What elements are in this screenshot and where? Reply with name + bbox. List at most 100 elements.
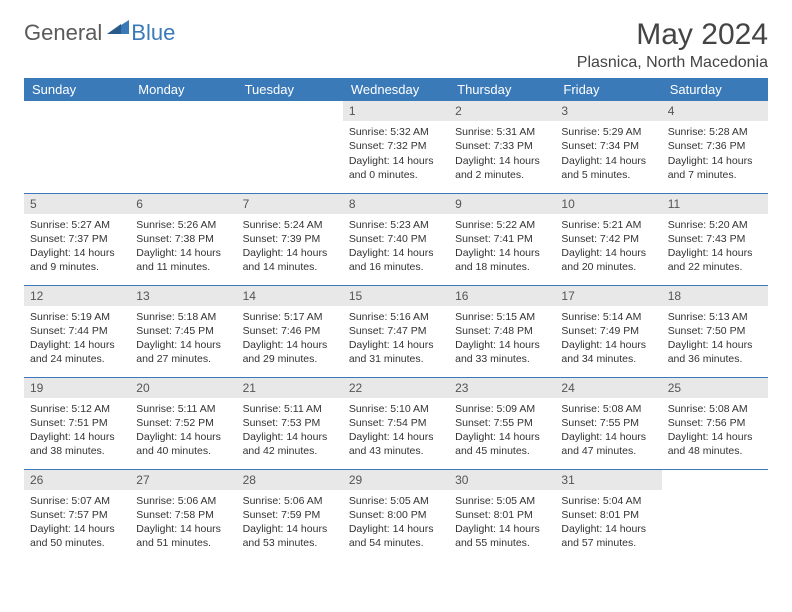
calendar-day-cell: 28Sunrise: 5:06 AMSunset: 7:59 PMDayligh… — [237, 469, 343, 561]
daylight-line1: Daylight: 14 hours — [136, 338, 230, 352]
sunrise-line: Sunrise: 5:06 AM — [243, 494, 337, 508]
calendar-day-cell: 11Sunrise: 5:20 AMSunset: 7:43 PMDayligh… — [662, 193, 768, 285]
calendar-day-cell: 27Sunrise: 5:06 AMSunset: 7:58 PMDayligh… — [130, 469, 236, 561]
daylight-line2: and 22 minutes. — [668, 260, 762, 274]
sunrise-line: Sunrise: 5:09 AM — [455, 402, 549, 416]
sunrise-line: Sunrise: 5:20 AM — [668, 218, 762, 232]
daylight-line2: and 34 minutes. — [561, 352, 655, 366]
weekday-header: Thursday — [449, 78, 555, 101]
sunset-line: Sunset: 7:55 PM — [561, 416, 655, 430]
sunset-line: Sunset: 7:57 PM — [30, 508, 124, 522]
daylight-line2: and 42 minutes. — [243, 444, 337, 458]
calendar-day-cell: 24Sunrise: 5:08 AMSunset: 7:55 PMDayligh… — [555, 377, 661, 469]
daylight-line2: and 54 minutes. — [349, 536, 443, 550]
day-number: 26 — [24, 470, 130, 490]
daylight-line2: and 50 minutes. — [30, 536, 124, 550]
sunset-line: Sunset: 7:41 PM — [455, 232, 549, 246]
calendar-day-cell: 26Sunrise: 5:07 AMSunset: 7:57 PMDayligh… — [24, 469, 130, 561]
day-number: 14 — [237, 286, 343, 306]
sunset-line: Sunset: 7:58 PM — [136, 508, 230, 522]
day-number: 6 — [130, 194, 236, 214]
calendar-day-cell: 12Sunrise: 5:19 AMSunset: 7:44 PMDayligh… — [24, 285, 130, 377]
daylight-line1: Daylight: 14 hours — [561, 522, 655, 536]
daylight-line1: Daylight: 14 hours — [349, 246, 443, 260]
daylight-line1: Daylight: 14 hours — [136, 522, 230, 536]
day-number: 18 — [662, 286, 768, 306]
sunrise-line: Sunrise: 5:17 AM — [243, 310, 337, 324]
daylight-line1: Daylight: 14 hours — [455, 246, 549, 260]
calendar-day-cell: 18Sunrise: 5:13 AMSunset: 7:50 PMDayligh… — [662, 285, 768, 377]
daylight-line2: and 47 minutes. — [561, 444, 655, 458]
daylight-line2: and 57 minutes. — [561, 536, 655, 550]
sunrise-line: Sunrise: 5:08 AM — [668, 402, 762, 416]
day-number: 19 — [24, 378, 130, 398]
sunset-line: Sunset: 7:55 PM — [455, 416, 549, 430]
sunset-line: Sunset: 7:38 PM — [136, 232, 230, 246]
daylight-line1: Daylight: 14 hours — [243, 246, 337, 260]
logo-text-blue: Blue — [131, 20, 175, 46]
sunset-line: Sunset: 7:47 PM — [349, 324, 443, 338]
daylight-line2: and 14 minutes. — [243, 260, 337, 274]
day-number: 30 — [449, 470, 555, 490]
daylight-line1: Daylight: 14 hours — [561, 154, 655, 168]
calendar-week-row: 26 Sunrise: 5:07 AMSunset: 7:57 PM Dayligh… — [24, 469, 768, 561]
sunset-line: Sunset: 7:40 PM — [349, 232, 443, 246]
weekday-header: Wednesday — [343, 78, 449, 101]
sunset-line: Sunset: 7:45 PM — [136, 324, 230, 338]
day-number: 17 — [555, 286, 661, 306]
daylight-line2: and 40 minutes. — [136, 444, 230, 458]
calendar-day-cell: 6Sunrise: 5:26 AMSunset: 7:38 PMDaylight… — [130, 193, 236, 285]
sunset-line: Sunset: 7:44 PM — [30, 324, 124, 338]
sunset-line: Sunset: 7:42 PM — [561, 232, 655, 246]
sunset-line: Sunset: 7:37 PM — [30, 232, 124, 246]
sunrise-line: Sunrise: 5:13 AM — [668, 310, 762, 324]
sunset-line: Sunset: 7:51 PM — [30, 416, 124, 430]
calendar-day-cell: 3Sunrise: 5:29 AMSunset: 7:34 PMDaylight… — [555, 101, 661, 193]
sunrise-line: Sunrise: 5:14 AM — [561, 310, 655, 324]
sunset-line: Sunset: 7:34 PM — [561, 139, 655, 153]
daylight-line1: Daylight: 14 hours — [668, 338, 762, 352]
day-number: 31 — [555, 470, 661, 490]
weekday-header: Friday — [555, 78, 661, 101]
sunset-line: Sunset: 7:43 PM — [668, 232, 762, 246]
daylight-line2: and 16 minutes. — [349, 260, 443, 274]
calendar-day-cell: 30Sunrise: 5:05 AMSunset: 8:01 PMDayligh… — [449, 469, 555, 561]
daylight-line2: and 51 minutes. — [136, 536, 230, 550]
sunset-line: Sunset: 7:59 PM — [243, 508, 337, 522]
day-number: 1 — [343, 101, 449, 121]
month-title: May 2024 — [577, 18, 768, 52]
calendar-day-cell: 2Sunrise: 5:31 AMSunset: 7:33 PMDaylight… — [449, 101, 555, 193]
calendar-day-cell: 1Sunrise: 5:32 AMSunset: 7:32 PMDaylight… — [343, 101, 449, 193]
sunrise-line: Sunrise: 5:07 AM — [30, 494, 124, 508]
calendar-day-cell — [130, 101, 236, 193]
calendar-header-row: SundayMondayTuesdayWednesdayThursdayFrid… — [24, 78, 768, 101]
sunrise-line: Sunrise: 5:32 AM — [349, 125, 443, 139]
sunrise-line: Sunrise: 5:15 AM — [455, 310, 549, 324]
day-number: 3 — [555, 101, 661, 121]
daylight-line1: Daylight: 14 hours — [30, 338, 124, 352]
location: Plasnica, North Macedonia — [577, 54, 768, 72]
logo: General Blue — [24, 20, 175, 46]
daylight-line2: and 24 minutes. — [30, 352, 124, 366]
day-number: 21 — [237, 378, 343, 398]
daylight-line1: Daylight: 14 hours — [349, 430, 443, 444]
day-number: 16 — [449, 286, 555, 306]
day-number: 9 — [449, 194, 555, 214]
daylight-line2: and 33 minutes. — [455, 352, 549, 366]
daylight-line1: Daylight: 14 hours — [561, 338, 655, 352]
day-number: 22 — [343, 378, 449, 398]
daylight-line2: and 5 minutes. — [561, 168, 655, 182]
calendar-day-cell: 13Sunrise: 5:18 AMSunset: 7:45 PMDayligh… — [130, 285, 236, 377]
day-number: 15 — [343, 286, 449, 306]
day-number: 24 — [555, 378, 661, 398]
calendar-day-cell: 21Sunrise: 5:11 AMSunset: 7:53 PMDayligh… — [237, 377, 343, 469]
calendar-body: 1Sunrise: 5:32 AMSunset: 7:32 PMDaylight… — [24, 101, 768, 561]
daylight-line1: Daylight: 14 hours — [455, 430, 549, 444]
daylight-line1: Daylight: 14 hours — [243, 338, 337, 352]
sunset-line: Sunset: 7:52 PM — [136, 416, 230, 430]
weekday-header: Saturday — [662, 78, 768, 101]
calendar-day-cell: 19Sunrise: 5:12 AMSunset: 7:51 PMDayligh… — [24, 377, 130, 469]
sunrise-line: Sunrise: 5:11 AM — [136, 402, 230, 416]
day-number: 8 — [343, 194, 449, 214]
sunrise-line: Sunrise: 5:24 AM — [243, 218, 337, 232]
